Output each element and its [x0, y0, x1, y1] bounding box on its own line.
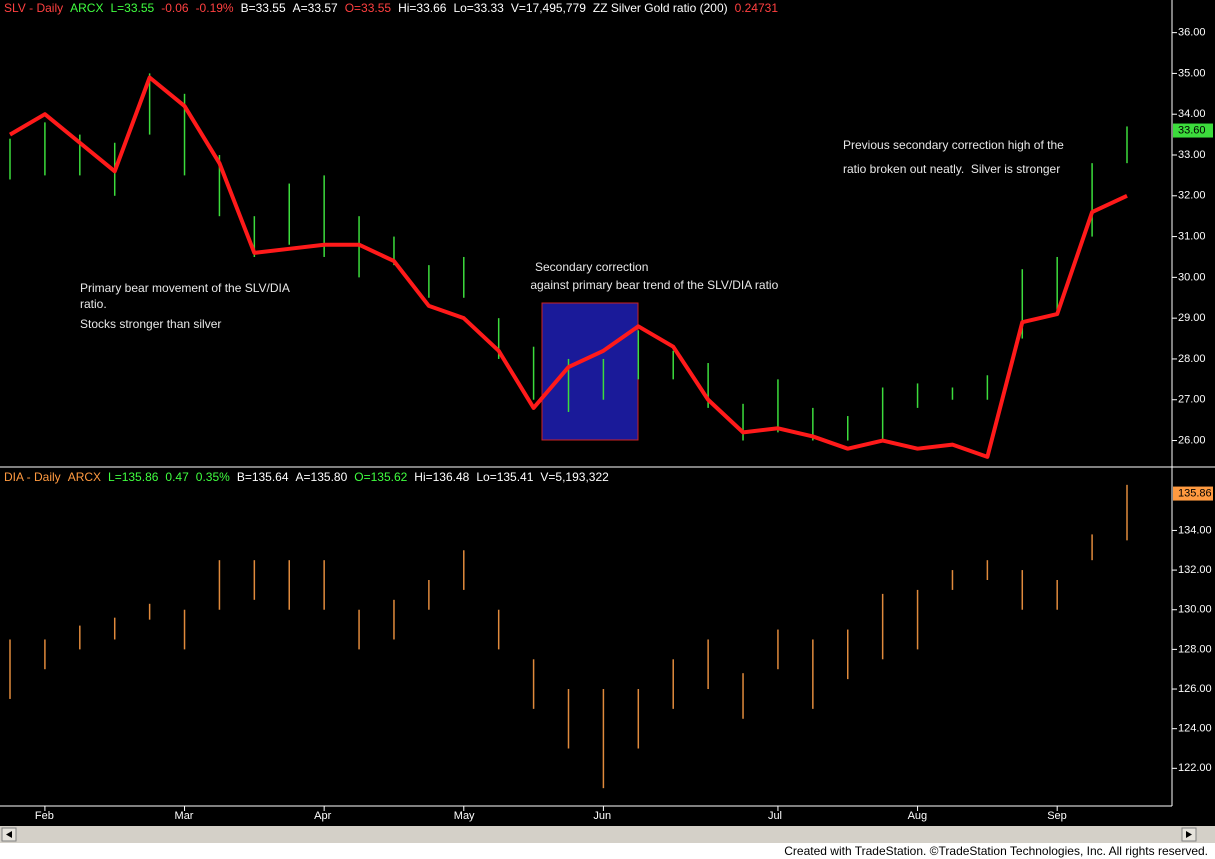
y-tick-label: 35.00 — [1178, 67, 1206, 79]
annotation: Primary bear movement of the SLV/DIA — [80, 281, 290, 295]
header-item: -0.06 — [161, 1, 189, 15]
header-item: 0.47 — [165, 470, 189, 484]
annotation: ratio. — [80, 297, 107, 311]
header-item: B=135.64 — [237, 470, 289, 484]
scroll-left-arrow — [6, 831, 12, 838]
header-item: A=135.80 — [296, 470, 348, 484]
x-tick-label: Mar — [175, 810, 194, 822]
y-tick-label: 32.00 — [1178, 190, 1206, 202]
y-tick-label: 34.00 — [1178, 108, 1206, 120]
header-item: Lo=135.41 — [476, 470, 533, 484]
header-item: ARCX — [70, 1, 103, 15]
panel-header: SLV - Daily ARCX L=33.55 -0.06 -0.19% B=33.55… — [4, 1, 778, 15]
y-tick-label: 31.00 — [1178, 230, 1206, 242]
highlight-box — [541, 302, 639, 441]
header-item: L=135.86 — [108, 470, 159, 484]
y-tick-label: 33.00 — [1178, 149, 1206, 161]
y-tick-label: 36.00 — [1178, 27, 1206, 39]
scrollbar[interactable] — [0, 826, 1215, 843]
y-tick-label: 28.00 — [1178, 353, 1206, 365]
last-value-box — [1173, 123, 1213, 138]
header-item: B=33.55 — [241, 1, 286, 15]
scroll-right-arrow — [1186, 831, 1192, 838]
annotation: against primary bear trend of the SLV/DI… — [527, 278, 779, 292]
annotation: ratio broken out neatly. Silver is stron… — [843, 162, 1060, 176]
header-item: 0.35% — [196, 470, 230, 484]
header-item: A=33.57 — [293, 1, 338, 15]
x-tick-label: Jun — [593, 810, 611, 822]
y-tick-label: 26.00 — [1178, 434, 1206, 446]
y-tick-label: 130.00 — [1178, 604, 1212, 616]
x-tick-label: Jul — [768, 810, 782, 822]
header-item: DIA - Daily — [4, 470, 61, 484]
footer-bar — [0, 843, 1215, 859]
x-tick-label: Feb — [35, 810, 54, 822]
header-item: V=17,495,779 — [511, 1, 586, 15]
last-value-label: 33.60 — [1178, 124, 1206, 136]
header-item: Hi=33.66 — [398, 1, 447, 15]
annotation: Secondary correction — [535, 260, 648, 274]
ratio-line — [8, 75, 1128, 459]
header-item: Hi=136.48 — [414, 470, 469, 484]
y-tick-label: 132.00 — [1178, 564, 1212, 576]
header-item: O=33.55 — [345, 1, 392, 15]
annotation: Previous secondary correction high of th… — [843, 138, 1064, 152]
annotation: Stocks stronger than silver — [80, 317, 221, 331]
y-tick-label: 122.00 — [1178, 762, 1212, 774]
y-tick-label: 27.00 — [1178, 394, 1206, 406]
header-item: 0.24731 — [735, 1, 779, 15]
plot: SLV - Daily ARCX L=33.55 -0.06 -0.19% B=33.55… — [4, 1, 1213, 822]
last-value-box — [1173, 486, 1213, 501]
header-item: SLV - Daily — [4, 1, 63, 15]
footer: Created with TradeStation. ©TradeStation… — [784, 844, 1208, 858]
header-item: L=33.55 — [110, 1, 154, 15]
header-item: Lo=33.33 — [453, 1, 504, 15]
y-tick-label: 30.00 — [1178, 271, 1206, 283]
x-tick-label: Aug — [908, 810, 928, 822]
y-tick-label: 29.00 — [1178, 312, 1206, 324]
header-item: O=135.62 — [354, 470, 407, 484]
y-tick-label: 126.00 — [1178, 683, 1212, 695]
y-tick-label: 128.00 — [1178, 643, 1212, 655]
y-tick-label: 134.00 — [1178, 524, 1212, 536]
panel-header: DIA - Daily ARCX L=135.86 0.47 0.35% B=135.64… — [4, 470, 609, 484]
header-item: V=5,193,322 — [540, 470, 609, 484]
x-tick-label: May — [454, 810, 475, 822]
y-tick-label: 124.00 — [1178, 723, 1212, 735]
x-tick-label: Apr — [314, 810, 331, 822]
x-tick-label: Sep — [1047, 810, 1067, 822]
header-item: ARCX — [68, 470, 101, 484]
header-item: -0.19% — [196, 1, 234, 15]
header-item: ZZ Silver Gold ratio (200) — [593, 1, 728, 15]
last-value-label: 135.86 — [1178, 487, 1212, 499]
